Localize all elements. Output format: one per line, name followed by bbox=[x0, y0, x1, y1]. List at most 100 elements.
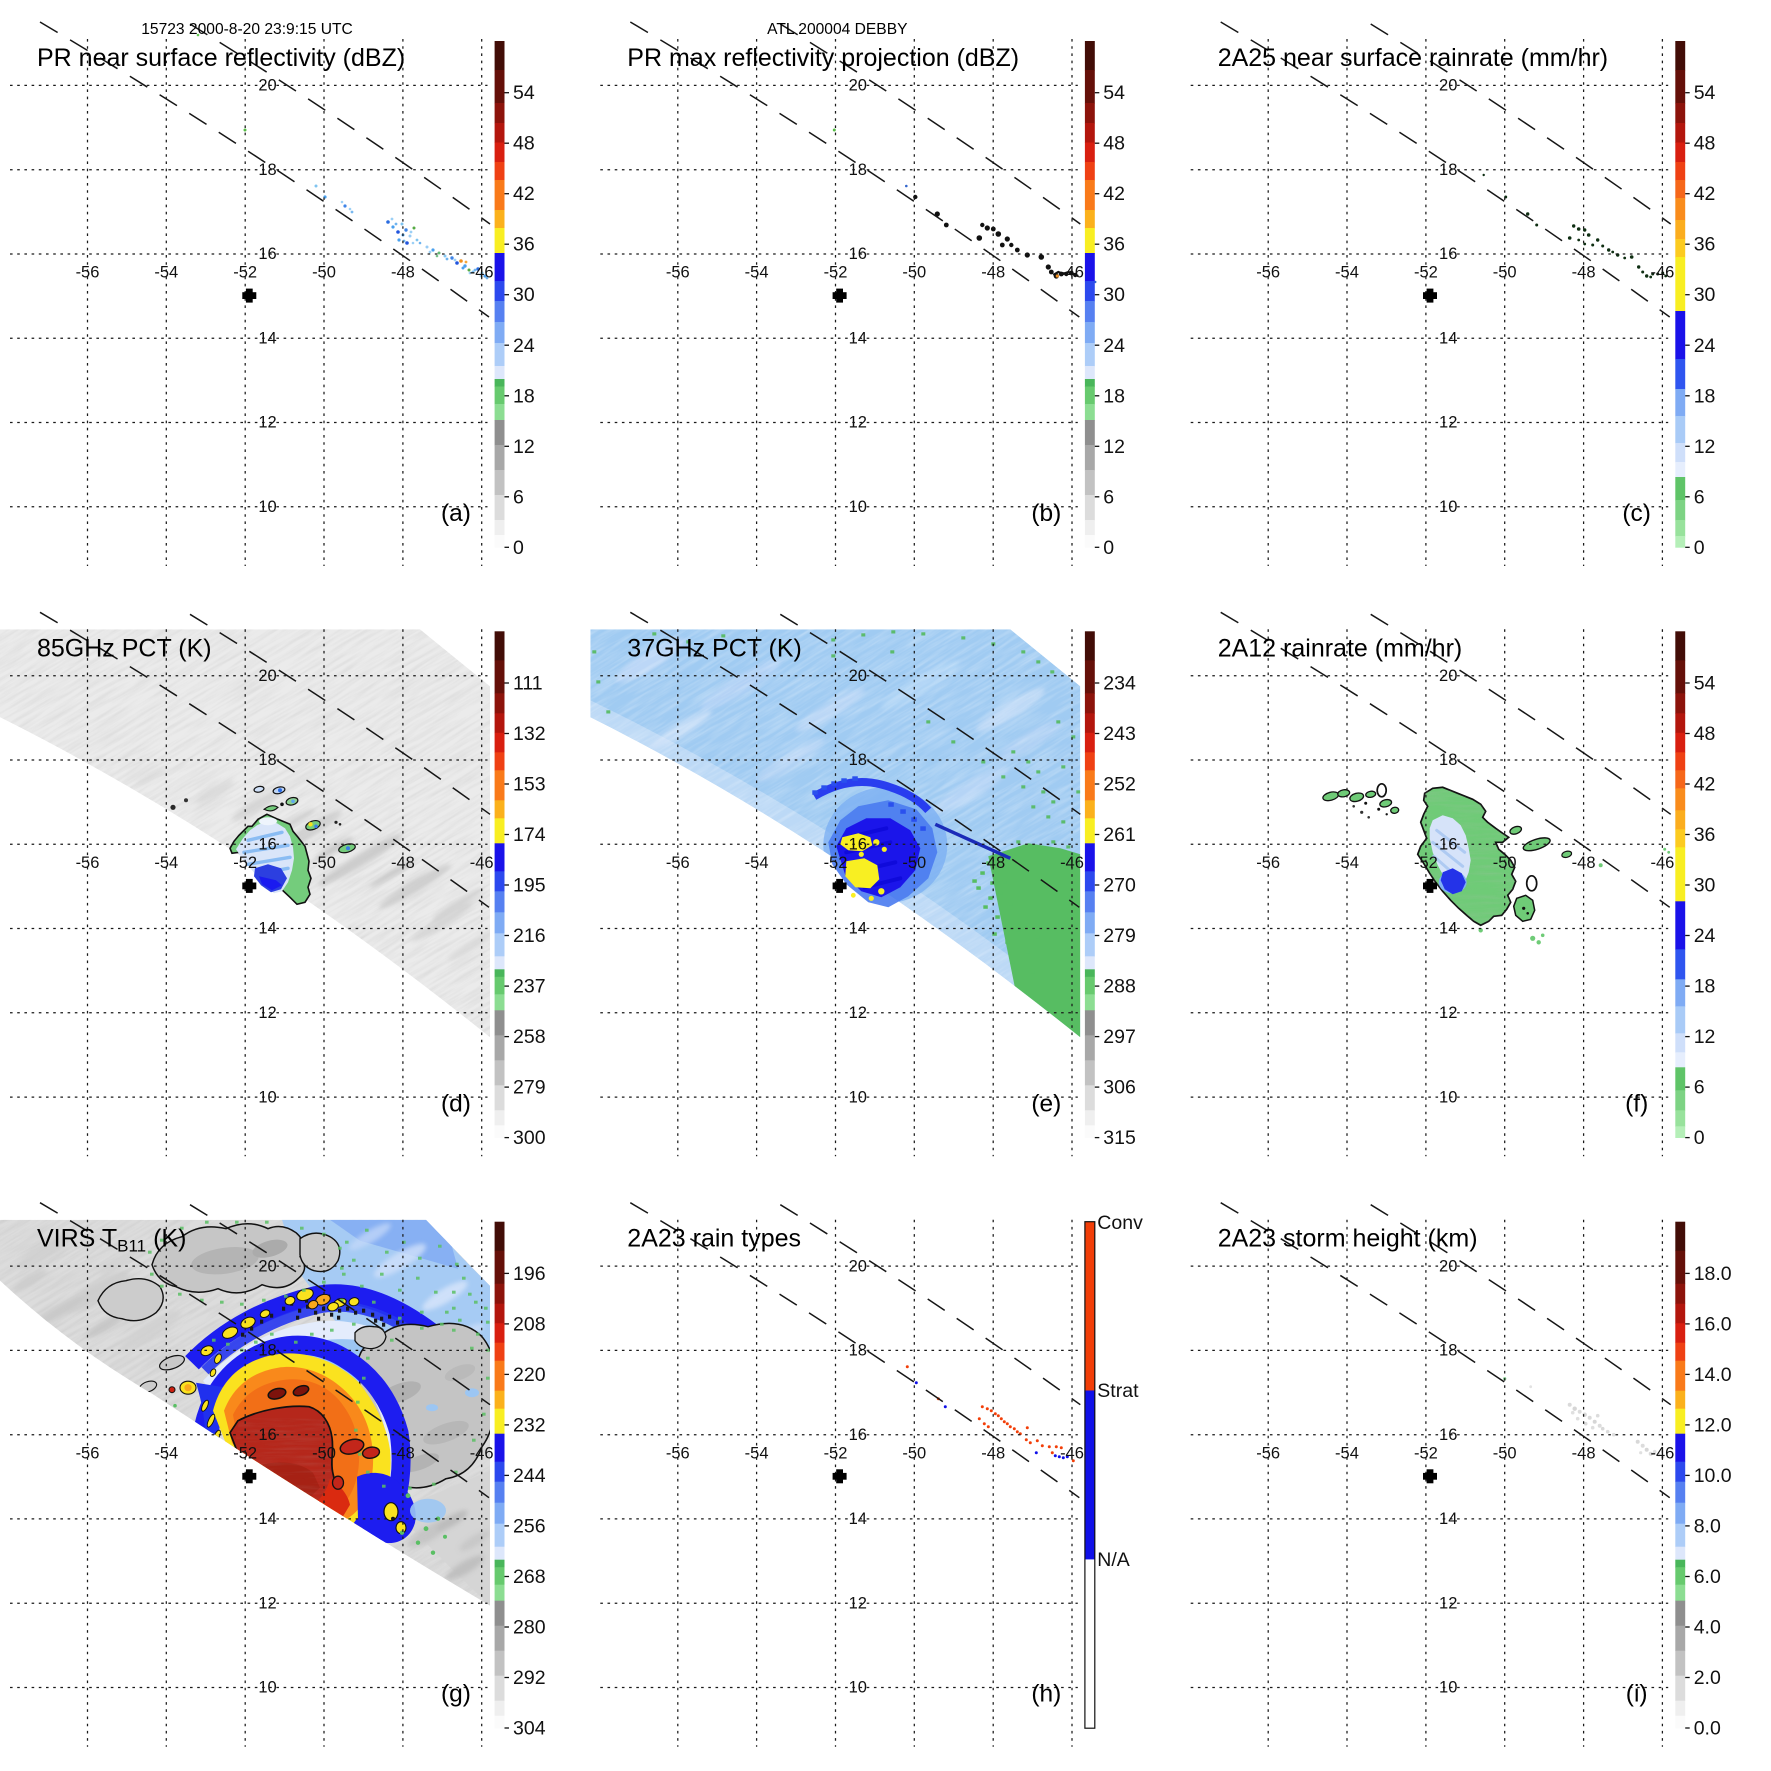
svg-text:174: 174 bbox=[513, 824, 546, 846]
svg-text:2A23 rain types: 2A23 rain types bbox=[627, 1225, 801, 1253]
svg-text:244: 244 bbox=[513, 1465, 546, 1487]
svg-text:258: 258 bbox=[513, 1026, 546, 1048]
svg-text:6.0: 6.0 bbox=[1694, 1566, 1721, 1588]
svg-text:48: 48 bbox=[1694, 133, 1716, 155]
svg-text:288: 288 bbox=[1103, 976, 1136, 998]
svg-text:2.0: 2.0 bbox=[1694, 1667, 1721, 1689]
svg-text:37GHz PCT (K): 37GHz PCT (K) bbox=[627, 634, 802, 662]
svg-text:12: 12 bbox=[1694, 436, 1716, 458]
svg-text:42: 42 bbox=[1694, 183, 1716, 205]
svg-text:48: 48 bbox=[513, 133, 535, 155]
svg-text:18: 18 bbox=[1694, 385, 1716, 407]
svg-text:2A23 storm height (km): 2A23 storm height (km) bbox=[1218, 1225, 1478, 1253]
svg-text:30: 30 bbox=[513, 284, 535, 306]
svg-text:30: 30 bbox=[1694, 875, 1716, 897]
svg-text:16.0: 16.0 bbox=[1694, 1313, 1732, 1335]
svg-text:30: 30 bbox=[1103, 284, 1125, 306]
svg-text:8.0: 8.0 bbox=[1694, 1516, 1721, 1538]
svg-text:232: 232 bbox=[513, 1414, 546, 1436]
svg-text:36: 36 bbox=[1103, 234, 1125, 256]
svg-text:300: 300 bbox=[513, 1127, 546, 1149]
svg-text:(e): (e) bbox=[1031, 1090, 1061, 1117]
svg-text:(g): (g) bbox=[441, 1681, 471, 1708]
svg-text:54: 54 bbox=[513, 82, 535, 104]
svg-text:36: 36 bbox=[513, 234, 535, 256]
svg-text:315: 315 bbox=[1103, 1127, 1136, 1149]
svg-text:297: 297 bbox=[1103, 1026, 1136, 1048]
svg-text:252: 252 bbox=[1103, 774, 1136, 796]
svg-text:6: 6 bbox=[1694, 486, 1705, 508]
svg-text:216: 216 bbox=[513, 925, 546, 947]
svg-text:0: 0 bbox=[1103, 537, 1114, 559]
svg-text:306: 306 bbox=[1103, 1077, 1136, 1099]
svg-text:196: 196 bbox=[513, 1263, 546, 1285]
svg-text:PR near surface reflectivity (: PR near surface reflectivity (dBZ) bbox=[37, 44, 405, 72]
svg-text:Strat: Strat bbox=[1097, 1380, 1139, 1402]
svg-text:(d): (d) bbox=[441, 1090, 471, 1117]
svg-text:261: 261 bbox=[1103, 824, 1136, 846]
svg-text:280: 280 bbox=[513, 1617, 546, 1639]
svg-text:N/A: N/A bbox=[1097, 1549, 1130, 1571]
svg-text:4.0: 4.0 bbox=[1694, 1617, 1721, 1639]
svg-text:18: 18 bbox=[513, 385, 535, 407]
svg-text:268: 268 bbox=[513, 1566, 546, 1588]
svg-text:12: 12 bbox=[513, 436, 535, 458]
svg-text:15723 2000-8-20 23:9:15 UTC: 15723 2000-8-20 23:9:15 UTC bbox=[141, 21, 353, 38]
svg-text:237: 237 bbox=[513, 976, 546, 998]
svg-text:12.0: 12.0 bbox=[1694, 1414, 1732, 1436]
svg-text:111: 111 bbox=[513, 673, 543, 695]
svg-text:195: 195 bbox=[513, 875, 546, 897]
svg-text:54: 54 bbox=[1694, 673, 1716, 695]
svg-text:2A25 near surface rainrate (mm: 2A25 near surface rainrate (mm/hr) bbox=[1218, 44, 1608, 72]
svg-text:270: 270 bbox=[1103, 875, 1136, 897]
svg-text:220: 220 bbox=[513, 1364, 546, 1386]
svg-text:0: 0 bbox=[513, 537, 524, 559]
svg-text:132: 132 bbox=[513, 723, 546, 745]
svg-text:(h): (h) bbox=[1031, 1681, 1061, 1708]
svg-text:42: 42 bbox=[1694, 774, 1716, 796]
svg-text:(a): (a) bbox=[441, 500, 471, 527]
svg-text:48: 48 bbox=[1103, 133, 1125, 155]
svg-text:0: 0 bbox=[1694, 537, 1705, 559]
svg-text:243: 243 bbox=[1103, 723, 1136, 745]
svg-text:36: 36 bbox=[1694, 824, 1716, 846]
svg-text:153: 153 bbox=[513, 774, 546, 796]
svg-text:VIRS TB11 (K): VIRS TB11 (K) bbox=[37, 1225, 186, 1256]
svg-text:292: 292 bbox=[513, 1667, 546, 1689]
svg-text:(f): (f) bbox=[1625, 1090, 1648, 1117]
svg-text:18: 18 bbox=[1103, 385, 1125, 407]
svg-text:24: 24 bbox=[1103, 335, 1125, 357]
svg-text:24: 24 bbox=[1694, 925, 1716, 947]
svg-text:10.0: 10.0 bbox=[1694, 1465, 1732, 1487]
svg-text:42: 42 bbox=[1103, 183, 1125, 205]
svg-text:(c): (c) bbox=[1622, 500, 1651, 527]
svg-text:234: 234 bbox=[1103, 673, 1136, 695]
svg-text:48: 48 bbox=[1694, 723, 1716, 745]
svg-text:279: 279 bbox=[513, 1077, 546, 1099]
svg-text:24: 24 bbox=[513, 335, 535, 357]
svg-text:18: 18 bbox=[1694, 976, 1716, 998]
svg-text:208: 208 bbox=[513, 1313, 546, 1335]
svg-text:85GHz PCT (K): 85GHz PCT (K) bbox=[37, 634, 212, 662]
svg-text:42: 42 bbox=[513, 183, 535, 205]
svg-text:6: 6 bbox=[513, 486, 524, 508]
svg-text:0: 0 bbox=[1694, 1127, 1705, 1149]
svg-text:6: 6 bbox=[1103, 486, 1114, 508]
svg-text:PR max reflectivity projection: PR max reflectivity projection (dBZ) bbox=[627, 44, 1019, 72]
svg-text:36: 36 bbox=[1694, 234, 1716, 256]
svg-text:304: 304 bbox=[513, 1718, 546, 1740]
svg-text:(i): (i) bbox=[1626, 1681, 1648, 1708]
svg-text:2A12 rainrate (mm/hr): 2A12 rainrate (mm/hr) bbox=[1218, 634, 1463, 662]
svg-text:6: 6 bbox=[1694, 1077, 1705, 1099]
svg-text:54: 54 bbox=[1103, 82, 1125, 104]
svg-text:12: 12 bbox=[1694, 1026, 1716, 1048]
svg-text:18.0: 18.0 bbox=[1694, 1263, 1732, 1285]
svg-text:0.0: 0.0 bbox=[1694, 1718, 1721, 1740]
svg-text:279: 279 bbox=[1103, 925, 1136, 947]
svg-text:ATL 200004 DEBBY: ATL 200004 DEBBY bbox=[767, 21, 908, 38]
svg-text:24: 24 bbox=[1694, 335, 1716, 357]
svg-text:12: 12 bbox=[1103, 436, 1125, 458]
svg-text:14.0: 14.0 bbox=[1694, 1364, 1732, 1386]
svg-text:(b): (b) bbox=[1031, 500, 1061, 527]
svg-text:Conv: Conv bbox=[1097, 1212, 1143, 1234]
